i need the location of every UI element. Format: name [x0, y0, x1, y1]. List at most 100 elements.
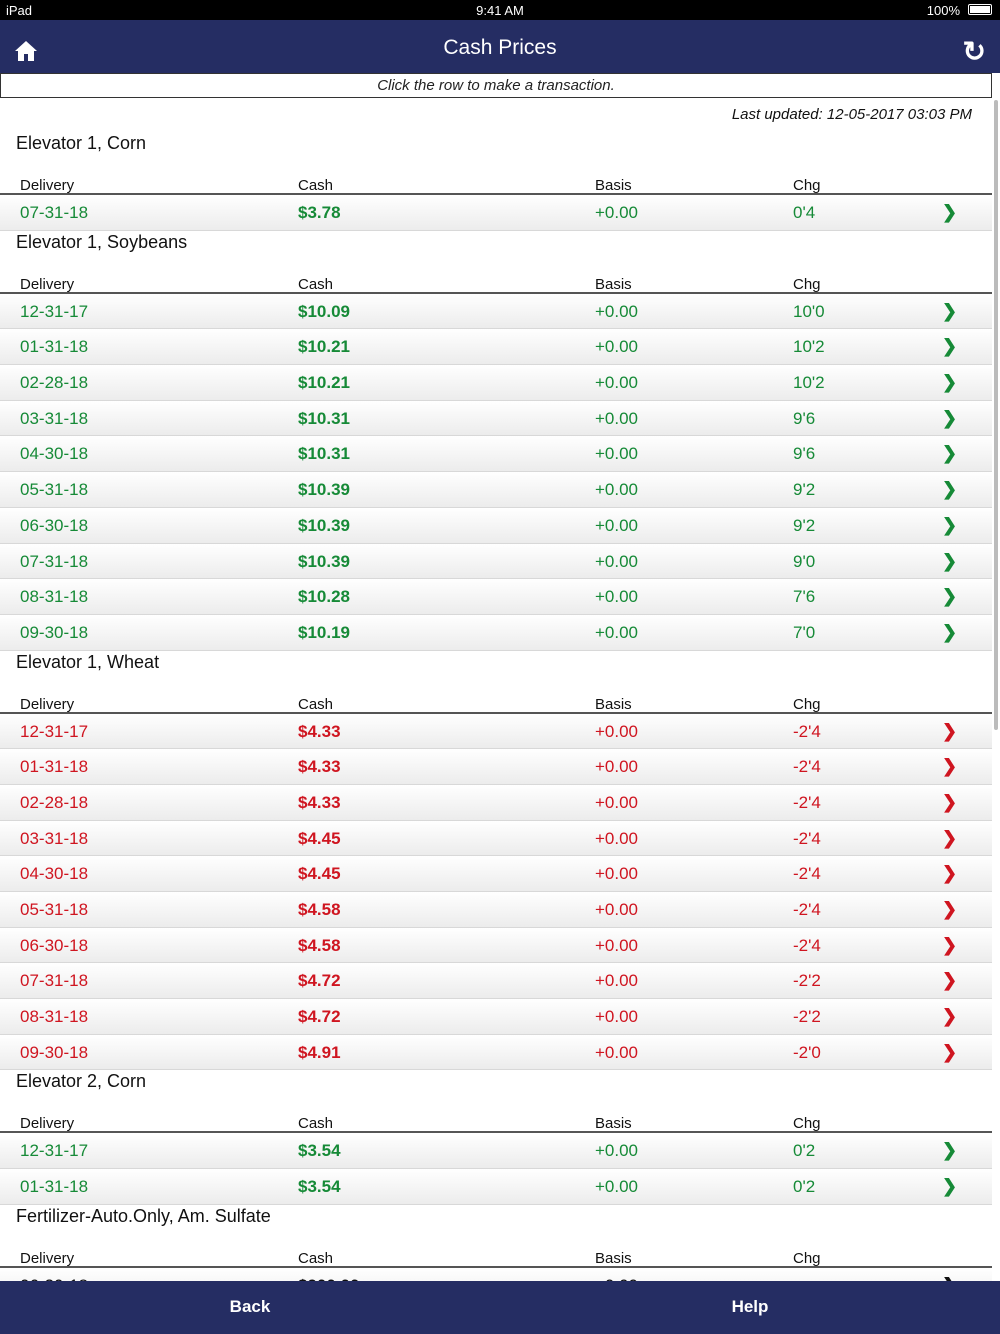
price-row[interactable]: 03-31-18 $4.45 +0.00 -2'4 ❯ — [0, 820, 992, 857]
chevron-right-icon[interactable]: ❯ — [942, 934, 958, 955]
cash-price: $4.33 — [298, 757, 341, 777]
header-chg: Chg — [793, 1249, 821, 1267]
price-row[interactable]: 06-30-18 $10.39 +0.00 9'2 ❯ — [0, 507, 992, 544]
chevron-right-icon[interactable]: ❯ — [942, 1275, 957, 1281]
price-row[interactable]: 06-30-18 $4.58 +0.00 -2'4 ❯ — [0, 927, 992, 964]
chevron-right-icon[interactable]: ❯ — [942, 1006, 958, 1027]
price-row[interactable]: 02-28-18 $4.33 +0.00 -2'4 ❯ — [0, 784, 992, 821]
price-row[interactable]: 06-30-18 $900.00 +0.00 ❯ — [0, 1267, 992, 1281]
delivery-date: 09-30-18 — [20, 1042, 89, 1062]
cash-price: $10.31 — [298, 444, 350, 464]
basis-value: +0.00 — [595, 935, 639, 955]
chevron-right-icon[interactable]: ❯ — [942, 621, 958, 642]
cash-price: $3.54 — [298, 1141, 341, 1161]
column-header: Delivery Cash Basis Chg — [0, 168, 992, 195]
chevron-right-icon[interactable]: ❯ — [942, 372, 958, 393]
header-delivery: Delivery — [20, 695, 75, 713]
change-value: 10'2 — [793, 337, 825, 357]
cash-price: $4.33 — [298, 792, 341, 812]
price-row[interactable]: 04-30-18 $4.45 +0.00 -2'4 ❯ — [0, 856, 992, 892]
price-row[interactable]: 07-31-18 $3.78 +0.00 0'4 ❯ — [0, 195, 992, 231]
back-button[interactable]: Back — [229, 1297, 271, 1316]
battery-percent: 100% — [926, 3, 960, 18]
chevron-right-icon[interactable]: ❯ — [942, 407, 958, 428]
price-row[interactable]: 12-31-17 $4.33 +0.00 -2'4 ❯ — [0, 713, 992, 750]
price-row[interactable]: 08-31-18 $4.72 +0.00 -2'2 ❯ — [0, 999, 992, 1035]
delivery-date: 06-30-18 — [20, 1276, 88, 1281]
header-basis: Basis — [595, 275, 632, 293]
chevron-right-icon[interactable]: ❯ — [942, 550, 958, 571]
price-row[interactable]: 03-31-18 $10.31 +0.00 9'6 ❯ — [0, 400, 992, 437]
home-icon[interactable] — [14, 40, 38, 62]
price-row[interactable]: 01-31-18 $3.54 +0.00 0'2 ❯ — [0, 1169, 992, 1205]
chevron-right-icon[interactable]: ❯ — [942, 899, 958, 919]
price-row[interactable]: 07-31-18 $4.72 +0.00 -2'2 ❯ — [0, 963, 992, 1000]
delivery-date: 01-31-18 — [20, 1177, 89, 1197]
change-value: -2'4 — [793, 792, 821, 812]
chevron-right-icon[interactable]: ❯ — [942, 970, 958, 991]
change-value: 9'0 — [793, 551, 816, 571]
price-row[interactable]: 01-31-18 $4.33 +0.00 -2'4 ❯ — [0, 749, 992, 785]
price-row[interactable]: 05-31-18 $4.58 +0.00 -2'4 ❯ — [0, 892, 992, 928]
change-value: 9'2 — [793, 480, 816, 500]
change-value: -2'4 — [793, 828, 821, 848]
price-row[interactable]: 12-31-17 $10.09 +0.00 10'0 ❯ — [0, 293, 992, 330]
chevron-right-icon[interactable]: ❯ — [942, 479, 958, 500]
basis-value: +0.00 — [595, 480, 639, 500]
change-value: -2'4 — [793, 900, 821, 919]
price-row[interactable]: 01-31-18 $10.21 +0.00 10'2 ❯ — [0, 329, 992, 366]
chevron-right-icon[interactable]: ❯ — [942, 336, 958, 357]
price-row[interactable]: 08-31-18 $10.28 +0.00 7'6 ❯ — [0, 579, 992, 615]
price-row[interactable]: 09-30-18 $10.19 +0.00 7'0 ❯ — [0, 614, 992, 651]
header-basis: Basis — [595, 177, 632, 194]
chevron-right-icon[interactable]: ❯ — [942, 791, 958, 812]
chevron-right-icon[interactable]: ❯ — [942, 827, 958, 848]
chevron-right-icon[interactable]: ❯ — [942, 720, 958, 741]
change-value: 0'2 — [793, 1177, 816, 1197]
chevron-right-icon[interactable]: ❯ — [942, 586, 958, 607]
cash-price: $10.19 — [298, 622, 350, 642]
delivery-date: 08-31-18 — [20, 1007, 89, 1027]
delivery-date: 12-31-17 — [20, 1141, 89, 1161]
delivery-date: 09-30-18 — [20, 622, 89, 642]
help-button[interactable]: Help — [731, 1297, 769, 1316]
chevron-right-icon[interactable]: ❯ — [942, 756, 958, 777]
cash-price: $10.31 — [298, 408, 350, 428]
instruction-banner: Click the row to make a transaction. — [0, 73, 992, 98]
chevron-right-icon[interactable]: ❯ — [942, 443, 958, 464]
basis-value: +0.00 — [595, 1042, 639, 1062]
basis-value: +0.00 — [595, 792, 639, 812]
chevron-right-icon[interactable]: ❯ — [942, 202, 958, 222]
refresh-icon[interactable]: ↻ — [962, 36, 986, 67]
basis-value: +0.00 — [595, 408, 639, 428]
chevron-right-icon[interactable]: ❯ — [942, 1176, 958, 1197]
delivery-date: 06-30-18 — [20, 515, 89, 535]
chevron-right-icon[interactable]: ❯ — [942, 1140, 958, 1161]
delivery-date: 06-30-18 — [20, 935, 89, 955]
change-value: -2'4 — [793, 721, 821, 741]
cash-price: $4.72 — [298, 971, 341, 991]
last-updated: Last updated: 12-05-2017 03:03 PM — [731, 106, 972, 123]
header-delivery: Delivery — [20, 275, 75, 293]
price-row[interactable]: 07-31-18 $10.39 +0.00 9'0 ❯ — [0, 543, 992, 580]
basis-value: +0.00 — [595, 301, 639, 321]
column-header: Delivery Cash Basis Chg — [0, 1106, 992, 1134]
price-row[interactable]: 12-31-17 $3.54 +0.00 0'2 ❯ — [0, 1133, 992, 1170]
change-value: -2'4 — [793, 935, 821, 955]
change-value: 0'2 — [793, 1141, 816, 1161]
basis-value: +0.00 — [595, 721, 639, 741]
chevron-right-icon[interactable]: ❯ — [942, 514, 958, 535]
chevron-right-icon[interactable]: ❯ — [942, 1041, 958, 1062]
price-row[interactable]: 09-30-18 $4.91 +0.00 -2'0 ❯ — [0, 1034, 992, 1071]
delivery-date: 08-31-18 — [20, 587, 89, 607]
section-title: Elevator 1, Corn — [16, 133, 147, 153]
price-row[interactable]: 05-31-18 $10.39 +0.00 9'2 ❯ — [0, 472, 992, 508]
change-value: 9'2 — [793, 515, 816, 535]
scrollbar[interactable] — [994, 100, 998, 730]
chevron-right-icon[interactable]: ❯ — [942, 300, 958, 321]
chevron-right-icon[interactable]: ❯ — [942, 863, 958, 884]
price-row[interactable]: 02-28-18 $10.21 +0.00 10'2 ❯ — [0, 365, 992, 401]
price-row[interactable]: 04-30-18 $10.31 +0.00 9'6 ❯ — [0, 436, 992, 473]
cash-price: $10.39 — [298, 480, 350, 500]
prices-list[interactable]: Last updated: 12-05-2017 03:03 PM Elevat… — [0, 98, 992, 1281]
